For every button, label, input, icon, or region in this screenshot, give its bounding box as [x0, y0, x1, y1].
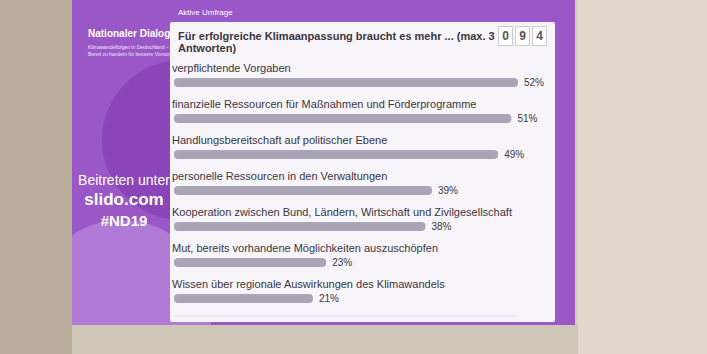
svg-text:finanzielle Ressourcen für Maß: finanzielle Ressourcen für Maßnahmen und…: [172, 98, 476, 110]
svg-text:51%: 51%: [517, 113, 537, 124]
svg-text:38%: 38%: [431, 221, 451, 232]
html-text:9: 9: [519, 29, 526, 43]
html-text:Beitreten unter: Beitreten unter: [78, 172, 170, 188]
html-text:0: 0: [502, 29, 509, 43]
svg-text:Handlungsbereitschaft auf poli: Handlungsbereitschaft auf politischer Eb…: [172, 134, 387, 146]
svg-text:23%: 23%: [332, 257, 352, 268]
svg-text:Wissen über regionale Auswirku: Wissen über regionale Auswirkungen des K…: [172, 278, 445, 290]
html-text:Nationaler Dialog: Nationaler Dialog: [88, 28, 171, 39]
html-text:#ND19: #ND19: [100, 212, 148, 229]
html-text:4: 4: [536, 29, 543, 43]
html-text:Für erfolgreiche Klimaanpassun: Für erfolgreiche Klimaanpassung braucht …: [178, 30, 495, 54]
svg-text:verpflichtende Vorgaben: verpflichtende Vorgaben: [172, 62, 291, 74]
svg-text:39%: 39%: [438, 185, 458, 196]
html-text:Klimawandelfolgen in Deutschla: Klimawandelfolgen in Deutschland –: [88, 44, 169, 50]
html-text:Aktive Umfrage: Aktive Umfrage: [178, 8, 233, 17]
svg-text:personelle Ressourcen in den V: personelle Ressourcen in den Verwaltunge…: [172, 170, 387, 182]
svg-text:52%: 52%: [524, 77, 544, 88]
svg-text:21%: 21%: [319, 293, 339, 304]
svg-text:Mut, bereits vorhandene Möglic: Mut, bereits vorhandene Möglichkeiten au…: [172, 242, 438, 254]
svg-text:49%: 49%: [504, 149, 524, 160]
svg-text:Kooperation zwischen Bund, Län: Kooperation zwischen Bund, Ländern, Wirt…: [172, 206, 512, 218]
html-text:Bereit zu handeln für bessere: Bereit zu handeln für bessere Vorsorge: [88, 51, 175, 57]
html-text:slido.com: slido.com: [84, 190, 164, 209]
